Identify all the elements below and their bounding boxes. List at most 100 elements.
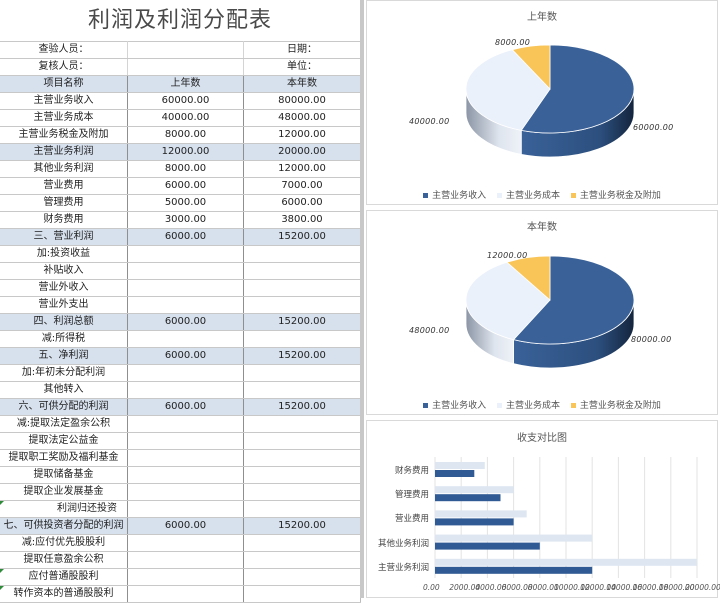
curr-year-cell[interactable]: 15200.00 [243,313,361,331]
item-name-cell[interactable]: 营业外支出 [0,296,128,314]
prev-year-cell[interactable] [127,568,244,586]
item-name-cell[interactable]: 减:提取法定盈余公积 [0,415,128,433]
prev-year-cell[interactable]: 6000.00 [127,228,244,246]
prev-year-cell[interactable] [127,534,244,552]
curr-year-cell[interactable] [243,245,361,263]
prev-year-cell[interactable] [127,432,244,450]
item-name-cell[interactable]: 提取企业发展基金 [0,483,128,501]
item-name-cell[interactable]: 提取任意盈余公积 [0,551,128,569]
prev-year-cell[interactable]: 6000.00 [127,347,244,365]
item-name-cell[interactable]: 提取职工奖励及福利基金 [0,449,128,467]
curr-year-cell[interactable]: 12000.00 [243,126,361,144]
curr-year-cell[interactable] [243,296,361,314]
item-name-cell[interactable]: 管理费用 [0,194,128,212]
prev-year-cell[interactable] [127,483,244,501]
pie-chart-curr-year[interactable]: 本年数 12000.00 48000.00 80000.00 主营业务收入 主营… [366,210,718,415]
curr-year-cell[interactable] [243,381,361,399]
item-name-cell[interactable]: 四、利润总额 [0,313,128,331]
prev-year-cell[interactable] [127,500,244,518]
curr-year-cell[interactable]: 15200.00 [243,228,361,246]
item-name-cell[interactable]: 其他业务利润 [0,160,128,178]
curr-year-cell[interactable]: 20000.00 [243,143,361,161]
column-header-curr[interactable]: 本年数 [243,75,361,93]
curr-year-cell[interactable] [243,449,361,467]
curr-year-cell[interactable] [243,585,361,603]
item-name-cell[interactable]: 七、可供投资者分配的利润 [0,517,128,535]
item-name-cell[interactable]: 提取储备基金 [0,466,128,484]
prev-year-cell[interactable] [127,466,244,484]
item-name-cell[interactable]: 主营业务利润 [0,143,128,161]
prev-year-cell[interactable]: 6000.00 [127,177,244,195]
curr-year-cell[interactable]: 15200.00 [243,398,361,416]
curr-year-cell[interactable] [243,483,361,501]
curr-year-cell[interactable] [243,330,361,348]
prev-year-cell[interactable] [127,449,244,467]
item-name-cell[interactable]: 营业费用 [0,177,128,195]
prev-year-cell[interactable] [127,415,244,433]
curr-year-cell[interactable]: 3800.00 [243,211,361,229]
item-name-cell[interactable]: 三、营业利润 [0,228,128,246]
prev-year-cell[interactable]: 6000.00 [127,398,244,416]
curr-year-cell[interactable] [243,534,361,552]
prev-year-cell[interactable] [127,381,244,399]
curr-year-cell[interactable] [243,500,361,518]
prev-year-cell[interactable]: 8000.00 [127,160,244,178]
prev-year-cell[interactable]: 60000.00 [127,92,244,110]
item-name-cell[interactable]: 提取法定公益金 [0,432,128,450]
prev-year-cell[interactable] [127,262,244,280]
curr-year-cell[interactable] [243,466,361,484]
curr-year-cell[interactable]: 48000.00 [243,109,361,127]
prev-year-cell[interactable]: 6000.00 [127,517,244,535]
pane-divider[interactable] [360,0,364,598]
item-name-cell[interactable]: 利润归还投资 [0,500,128,518]
prev-year-cell[interactable] [127,585,244,603]
prev-year-cell[interactable] [127,364,244,382]
item-name-cell[interactable]: 六、可供分配的利润 [0,398,128,416]
curr-year-cell[interactable]: 15200.00 [243,347,361,365]
column-header-prev[interactable]: 上年数 [127,75,244,93]
meta-value-cell[interactable] [127,41,244,59]
bar-chart-comparison[interactable]: 收支对比图 财务费用 管理费用 营业费用 其他业务利润 主营业务利润 0.00 2000.… [366,420,720,598]
item-name-cell[interactable]: 财务费用 [0,211,128,229]
item-name-cell[interactable]: 五、净利润 [0,347,128,365]
prev-year-cell[interactable]: 12000.00 [127,143,244,161]
curr-year-cell[interactable] [243,415,361,433]
item-name-cell[interactable]: 转作资本的普通股股利 [0,585,128,603]
curr-year-cell[interactable]: 12000.00 [243,160,361,178]
prev-year-cell[interactable]: 8000.00 [127,126,244,144]
item-name-cell[interactable]: 应付普通股股利 [0,568,128,586]
meta-value-cell[interactable] [127,58,244,76]
item-name-cell[interactable]: 主营业务收入 [0,92,128,110]
curr-year-cell[interactable] [243,568,361,586]
prev-year-cell[interactable] [127,551,244,569]
item-name-cell[interactable]: 营业外收入 [0,279,128,297]
curr-year-cell[interactable]: 15200.00 [243,517,361,535]
column-header-item[interactable]: 项目名称 [0,75,128,93]
prev-year-cell[interactable] [127,296,244,314]
prev-year-cell[interactable] [127,279,244,297]
item-name-cell[interactable]: 主营业务成本 [0,109,128,127]
item-name-cell[interactable]: 加:投资收益 [0,245,128,263]
pie-chart-prev-year[interactable]: 上年数 8000.00 40000.00 60000.00 主营业务收入 主营业… [366,0,718,205]
item-name-cell[interactable]: 减:所得税 [0,330,128,348]
table-row: 管理费用 5000.00 6000.00 [0,194,361,212]
item-name-cell[interactable]: 加:年初未分配利润 [0,364,128,382]
curr-year-cell[interactable]: 7000.00 [243,177,361,195]
curr-year-cell[interactable] [243,551,361,569]
item-name-cell[interactable]: 减:应付优先股股利 [0,534,128,552]
item-name-cell[interactable]: 其他转入 [0,381,128,399]
curr-year-cell[interactable] [243,364,361,382]
prev-year-cell[interactable]: 6000.00 [127,313,244,331]
curr-year-cell[interactable] [243,432,361,450]
curr-year-cell[interactable] [243,262,361,280]
prev-year-cell[interactable]: 3000.00 [127,211,244,229]
prev-year-cell[interactable]: 40000.00 [127,109,244,127]
curr-year-cell[interactable]: 80000.00 [243,92,361,110]
prev-year-cell[interactable] [127,245,244,263]
curr-year-cell[interactable] [243,279,361,297]
prev-year-cell[interactable]: 5000.00 [127,194,244,212]
item-name-cell[interactable]: 主营业务税金及附加 [0,126,128,144]
prev-year-cell[interactable] [127,330,244,348]
curr-year-cell[interactable]: 6000.00 [243,194,361,212]
item-name-cell[interactable]: 补贴收入 [0,262,128,280]
